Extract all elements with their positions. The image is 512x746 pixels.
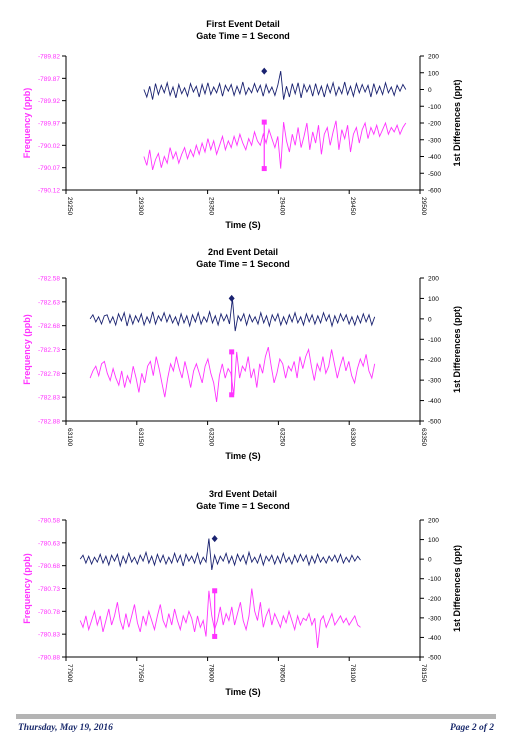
left-tick-label-2-5: -782.83 — [38, 395, 60, 402]
right-tick-label-1-8: -600 — [428, 188, 441, 195]
footer-divider — [16, 714, 496, 719]
x-tick-label-3-3: 78050 — [278, 664, 285, 682]
left-tick-label-3-4: -780.78 — [38, 609, 60, 616]
right-tick-label-1-3: -100 — [428, 104, 441, 111]
left-tick-label-1-0: -789.82 — [38, 54, 60, 61]
x-tick-label-1-4: 29450 — [349, 197, 356, 215]
right-tick-label-2-6: -400 — [428, 398, 441, 405]
right-tick-label-1-1: 100 — [428, 70, 439, 77]
right-tick-label-3-4: -200 — [428, 596, 441, 603]
left-tick-label-1-6: -790.12 — [38, 188, 60, 195]
footer-date: Thursday, May 19, 2016 — [18, 723, 113, 733]
right-tick-label-2-0: 200 — [428, 276, 439, 283]
left-tick-label-1-1: -789.87 — [38, 76, 60, 83]
right-tick-label-3-2: 0 — [428, 557, 432, 564]
right-tick-label-2-5: -300 — [428, 378, 441, 385]
chart-subtitle-3: Gate Time = 1 Second — [196, 501, 290, 511]
x-tick-label-3-4: 78100 — [349, 664, 356, 682]
event-difference-marker-3 — [211, 535, 218, 543]
chart-title-2: 2nd Event Detail — [208, 247, 278, 257]
left-tick-label-2-2: -782.68 — [38, 323, 60, 330]
right-tick-label-2-2: 0 — [428, 316, 432, 323]
left-tick-label-2-6: -782.88 — [38, 419, 60, 426]
frequency-series-1 — [143, 120, 407, 171]
left-tick-label-3-5: -780.83 — [38, 632, 60, 639]
right-tick-label-2-7: -500 — [428, 419, 441, 426]
x-tick-label-1-3: 29400 — [278, 197, 285, 215]
frequency-series-3 — [79, 588, 361, 648]
x-tick-label-3-2: 78000 — [208, 664, 215, 682]
right-tick-label-2-1: 100 — [428, 296, 439, 303]
left-tick-label-1-2: -789.92 — [38, 98, 60, 105]
y-axis-right-label-3: 1st Differences (ppt) — [452, 545, 462, 632]
y-axis-left-label-3: Frequency (ppb) — [22, 553, 32, 624]
right-tick-label-2-4: -200 — [428, 357, 441, 364]
right-tick-label-1-7: -500 — [428, 171, 441, 178]
chart-title-3: 3rd Event Detail — [209, 489, 277, 499]
differences-series-3 — [79, 538, 361, 570]
event-frequency-marker-2-1 — [229, 349, 235, 355]
right-tick-label-3-6: -400 — [428, 635, 441, 642]
event-difference-marker-2 — [228, 294, 235, 302]
right-tick-label-3-0: 200 — [428, 518, 439, 525]
y-axis-left-label-1: Frequency (ppb) — [22, 88, 32, 159]
chart-title-1: First Event Detail — [206, 19, 280, 29]
chart-subtitle-2: Gate Time = 1 Second — [196, 259, 290, 269]
x-axis-label-2: Time (S) — [225, 451, 260, 461]
right-tick-label-3-5: -300 — [428, 615, 441, 622]
right-tick-label-2-3: -100 — [428, 337, 441, 344]
y-axis-right-label-2: 1st Differences (ppt) — [452, 306, 462, 393]
charts-canvas: First Event Detail Gate Time = 1 Second -7… — [22, 19, 462, 697]
x-axis-label-3: Time (S) — [225, 687, 260, 697]
left-tick-label-1-3: -789.97 — [38, 121, 60, 128]
left-tick-label-3-2: -780.68 — [38, 563, 60, 570]
y-axis-left-label-2: Frequency (ppb) — [22, 314, 32, 385]
differences-series-1 — [143, 71, 407, 100]
right-tick-label-3-3: -100 — [428, 576, 441, 583]
right-tick-label-1-0: 200 — [428, 54, 439, 61]
event-frequency-marker-1-0 — [261, 166, 267, 172]
x-axis-label-1: Time (S) — [225, 220, 260, 230]
right-tick-label-1-4: -200 — [428, 121, 441, 128]
chart-subtitle-1: Gate Time = 1 Second — [196, 31, 290, 41]
right-tick-label-3-7: -500 — [428, 655, 441, 662]
left-tick-label-3-1: -780.63 — [38, 540, 60, 547]
left-tick-label-2-0: -782.58 — [38, 276, 60, 283]
right-tick-label-1-6: -400 — [428, 154, 441, 161]
x-tick-label-2-0: 63100 — [66, 428, 73, 446]
event-frequency-marker-3-0 — [212, 633, 218, 639]
left-tick-label-2-4: -782.78 — [38, 371, 60, 378]
event-difference-marker-1 — [261, 67, 268, 75]
x-tick-label-3-0: 77900 — [66, 664, 73, 682]
x-tick-label-2-3: 63250 — [278, 428, 285, 446]
event-frequency-marker-1-1 — [261, 119, 267, 125]
x-tick-label-2-1: 63150 — [137, 428, 144, 446]
left-tick-label-1-4: -790.02 — [38, 143, 60, 150]
x-tick-label-2-4: 63300 — [349, 428, 356, 446]
left-tick-label-2-3: -782.73 — [38, 347, 60, 354]
event-frequency-marker-3-1 — [212, 588, 218, 594]
left-tick-label-3-0: -780.58 — [38, 518, 60, 525]
x-tick-label-3-5: 78150 — [420, 664, 427, 682]
event-frequency-marker-2-0 — [229, 392, 235, 398]
right-tick-label-1-5: -300 — [428, 137, 441, 144]
differences-series-2 — [89, 298, 376, 332]
right-tick-label-1-2: 0 — [428, 87, 432, 94]
left-tick-label-1-5: -790.07 — [38, 165, 60, 172]
x-tick-label-1-0: 29250 — [66, 197, 73, 215]
x-tick-label-1-1: 29300 — [137, 197, 144, 215]
left-tick-label-2-1: -782.63 — [38, 299, 60, 306]
x-tick-label-2-5: 63350 — [420, 428, 427, 446]
x-tick-label-1-2: 29350 — [208, 197, 215, 215]
y-axis-right-label-1: 1st Differences (ppt) — [452, 79, 462, 166]
x-tick-label-2-2: 63200 — [208, 428, 215, 446]
left-tick-label-3-3: -780.73 — [38, 586, 60, 593]
left-tick-label-3-6: -780.88 — [38, 655, 60, 662]
frequency-series-2 — [89, 346, 376, 402]
x-tick-label-1-5: 29500 — [420, 197, 427, 215]
footer-page-number: Page 2 of 2 — [449, 723, 494, 733]
right-tick-label-3-1: 100 — [428, 537, 439, 544]
x-tick-label-3-1: 77950 — [137, 664, 144, 682]
